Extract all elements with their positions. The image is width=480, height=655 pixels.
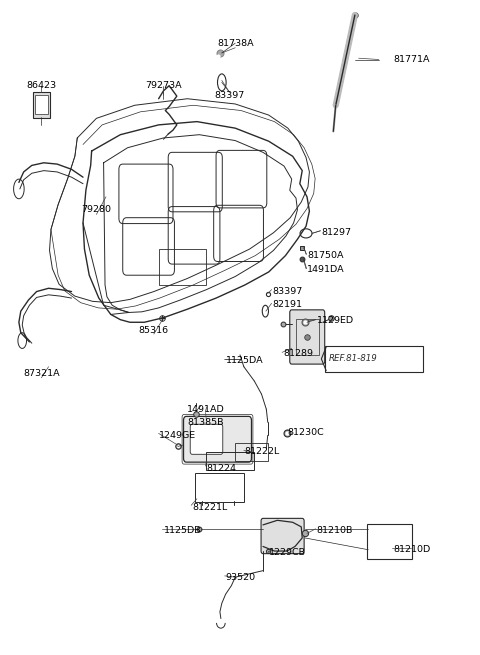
Text: REF.81-819: REF.81-819 <box>329 354 378 364</box>
Text: 81385B: 81385B <box>187 418 224 427</box>
Bar <box>158 249 206 285</box>
Ellipse shape <box>300 229 312 238</box>
Text: 81221L: 81221L <box>192 503 228 512</box>
Text: 81297: 81297 <box>322 228 351 237</box>
Bar <box>296 319 319 355</box>
Text: 1229CB: 1229CB <box>269 548 306 557</box>
Text: 81230C: 81230C <box>288 428 324 437</box>
Text: 81210D: 81210D <box>393 545 431 554</box>
FancyBboxPatch shape <box>183 417 252 462</box>
Ellipse shape <box>217 74 226 91</box>
Text: 81222L: 81222L <box>245 447 280 456</box>
Text: 1491DA: 1491DA <box>307 265 345 274</box>
FancyBboxPatch shape <box>290 310 324 364</box>
Text: 83397: 83397 <box>215 91 245 100</box>
Text: 81224: 81224 <box>206 464 237 472</box>
Text: 79280: 79280 <box>82 206 111 214</box>
Text: 93520: 93520 <box>226 572 256 582</box>
FancyBboxPatch shape <box>33 92 50 118</box>
Text: 81289: 81289 <box>283 349 313 358</box>
Text: 85316: 85316 <box>139 326 169 335</box>
Text: 79273A: 79273A <box>145 81 182 90</box>
FancyBboxPatch shape <box>190 424 223 455</box>
Ellipse shape <box>262 305 268 317</box>
Text: 83397: 83397 <box>273 287 303 296</box>
FancyBboxPatch shape <box>261 518 304 553</box>
FancyBboxPatch shape <box>35 95 48 115</box>
Text: 86423: 86423 <box>26 81 57 90</box>
Text: 81750A: 81750A <box>307 251 344 260</box>
Text: 81771A: 81771A <box>393 55 430 64</box>
Text: 1249GE: 1249GE <box>158 431 196 440</box>
Text: 1129ED: 1129ED <box>317 316 354 326</box>
Text: 1491AD: 1491AD <box>187 405 225 414</box>
Text: 1125DB: 1125DB <box>163 525 201 534</box>
Text: 82191: 82191 <box>273 300 302 309</box>
Text: 81738A: 81738A <box>217 39 253 48</box>
Bar <box>206 452 254 470</box>
Text: 81210B: 81210B <box>317 525 353 534</box>
FancyBboxPatch shape <box>325 346 423 372</box>
Text: 1125DA: 1125DA <box>226 356 263 365</box>
Bar <box>235 443 268 461</box>
Text: 87321A: 87321A <box>23 369 60 378</box>
